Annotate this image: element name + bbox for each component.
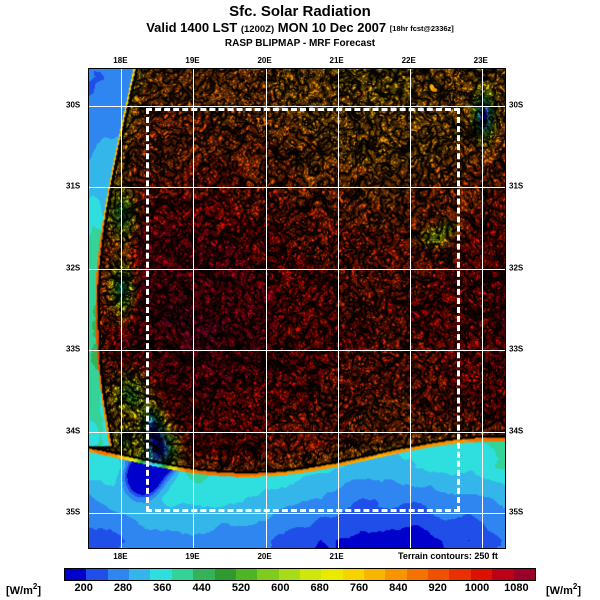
- valid-utc: (1200Z): [240, 24, 275, 35]
- colorbar-swatch-6: [193, 569, 215, 580]
- colorbar-tick-520: 520: [231, 582, 251, 594]
- xtick-top-23E: 23E: [473, 56, 488, 65]
- colorbar: [W/m2] 200 280 360 440 520 600 680 760 840 920 100…: [0, 566, 600, 600]
- units-label-left: [W/m2]: [6, 582, 42, 597]
- xtick-top-20E: 20E: [257, 56, 272, 65]
- page-title: Sfc. Solar Radiation: [229, 3, 371, 20]
- model-subtitle: RASP BLIPMAP - MRF Forecast: [224, 38, 376, 49]
- xtick-bottom-21E: 21E: [329, 552, 344, 561]
- colorbar-tick-760: 760: [349, 582, 369, 594]
- ytick-left-35S: 35S: [66, 507, 81, 517]
- colorbar-swatch-11: [299, 569, 322, 580]
- colorbar-swatch-0: [65, 569, 87, 580]
- xtick-top-18E: 18E: [113, 56, 128, 65]
- colorbar-swatch-19: [470, 569, 493, 580]
- colorbar-swatch-2: [107, 569, 130, 580]
- colorbar-tick-680: 680: [310, 582, 329, 594]
- colorbar-tick-440: 440: [192, 582, 211, 594]
- colorbar-tick-360: 360: [153, 582, 172, 594]
- ytick-right-30S: 30S: [509, 100, 524, 110]
- ytick-right-32S: 32S: [509, 263, 524, 273]
- xtick-top-19E: 19E: [185, 56, 200, 65]
- colorbar-swatch-12: [321, 569, 343, 580]
- xtick-top-22E: 22E: [401, 56, 416, 65]
- colorbar-swatch-13: [342, 569, 365, 580]
- colorbar-swatch-15: [385, 569, 407, 580]
- colorbar-swatch-14: [364, 569, 386, 580]
- colorbar-tick-200: 200: [74, 582, 93, 594]
- colorbar-swatch-7: [214, 569, 236, 580]
- colorbar-swatch-10: [278, 569, 300, 580]
- ytick-left-33S: 33S: [66, 344, 81, 354]
- colorbar-swatch-21: [513, 569, 535, 580]
- colorbar-tick-labels: 200 280 360 440 520 600 680 760 840 920 1000 1080: [64, 582, 536, 598]
- colorbar-tick-920: 920: [428, 582, 447, 594]
- colorbar-swatch-4: [150, 569, 172, 580]
- ytick-left-34S: 34S: [66, 426, 81, 436]
- colorbar-swatch-8: [235, 569, 258, 580]
- solar-radiation-heatmap: [89, 69, 505, 548]
- ytick-right-34S: 34S: [509, 426, 524, 436]
- colorbar-swatch-16: [406, 569, 429, 580]
- xtick-bottom-18E: 18E: [113, 552, 128, 561]
- valid-date: MON 10 Dec 2007: [277, 20, 387, 35]
- colorbar-tick-1080: 1080: [504, 582, 529, 594]
- colorbar-swatch-20: [492, 569, 514, 580]
- title-block: Sfc. Solar Radiation Valid 1400 LST (120…: [0, 4, 600, 50]
- colorbar-strip: [64, 568, 536, 581]
- colorbar-tick-280: 280: [113, 582, 133, 594]
- forecast-tag: [18hr fcst@2336z]: [389, 24, 454, 33]
- xtick-top-21E: 21E: [329, 56, 344, 65]
- colorbar-swatch-18: [449, 569, 471, 580]
- colorbar-swatch-9: [257, 569, 279, 580]
- ytick-left-32S: 32S: [66, 263, 81, 273]
- colorbar-swatch-1: [86, 569, 108, 580]
- colorbar-swatch-3: [129, 569, 151, 580]
- colorbar-tick-600: 600: [271, 582, 290, 594]
- ytick-left-30S: 30S: [66, 100, 81, 110]
- map-plot-area[interactable]: [88, 68, 506, 549]
- xtick-bottom-20E: 20E: [257, 552, 272, 561]
- valid-prefix: Valid 1400 LST: [146, 20, 238, 35]
- ytick-left-31S: 31S: [66, 181, 81, 191]
- ytick-right-33S: 33S: [509, 344, 524, 354]
- colorbar-tick-1000: 1000: [464, 582, 490, 594]
- terrain-contours-note: Terrain contours: 250 ft: [398, 551, 498, 561]
- ytick-right-35S: 35S: [509, 507, 524, 517]
- xtick-bottom-19E: 19E: [185, 552, 200, 561]
- ytick-right-31S: 31S: [509, 181, 524, 191]
- units-label-right: [W/m2]: [546, 582, 582, 597]
- colorbar-swatch-5: [171, 569, 194, 580]
- colorbar-tick-840: 840: [389, 582, 408, 594]
- valid-time-line: Valid 1400 LST (1200Z) MON 10 Dec 2007 […: [0, 20, 600, 37]
- colorbar-swatch-17: [428, 569, 450, 580]
